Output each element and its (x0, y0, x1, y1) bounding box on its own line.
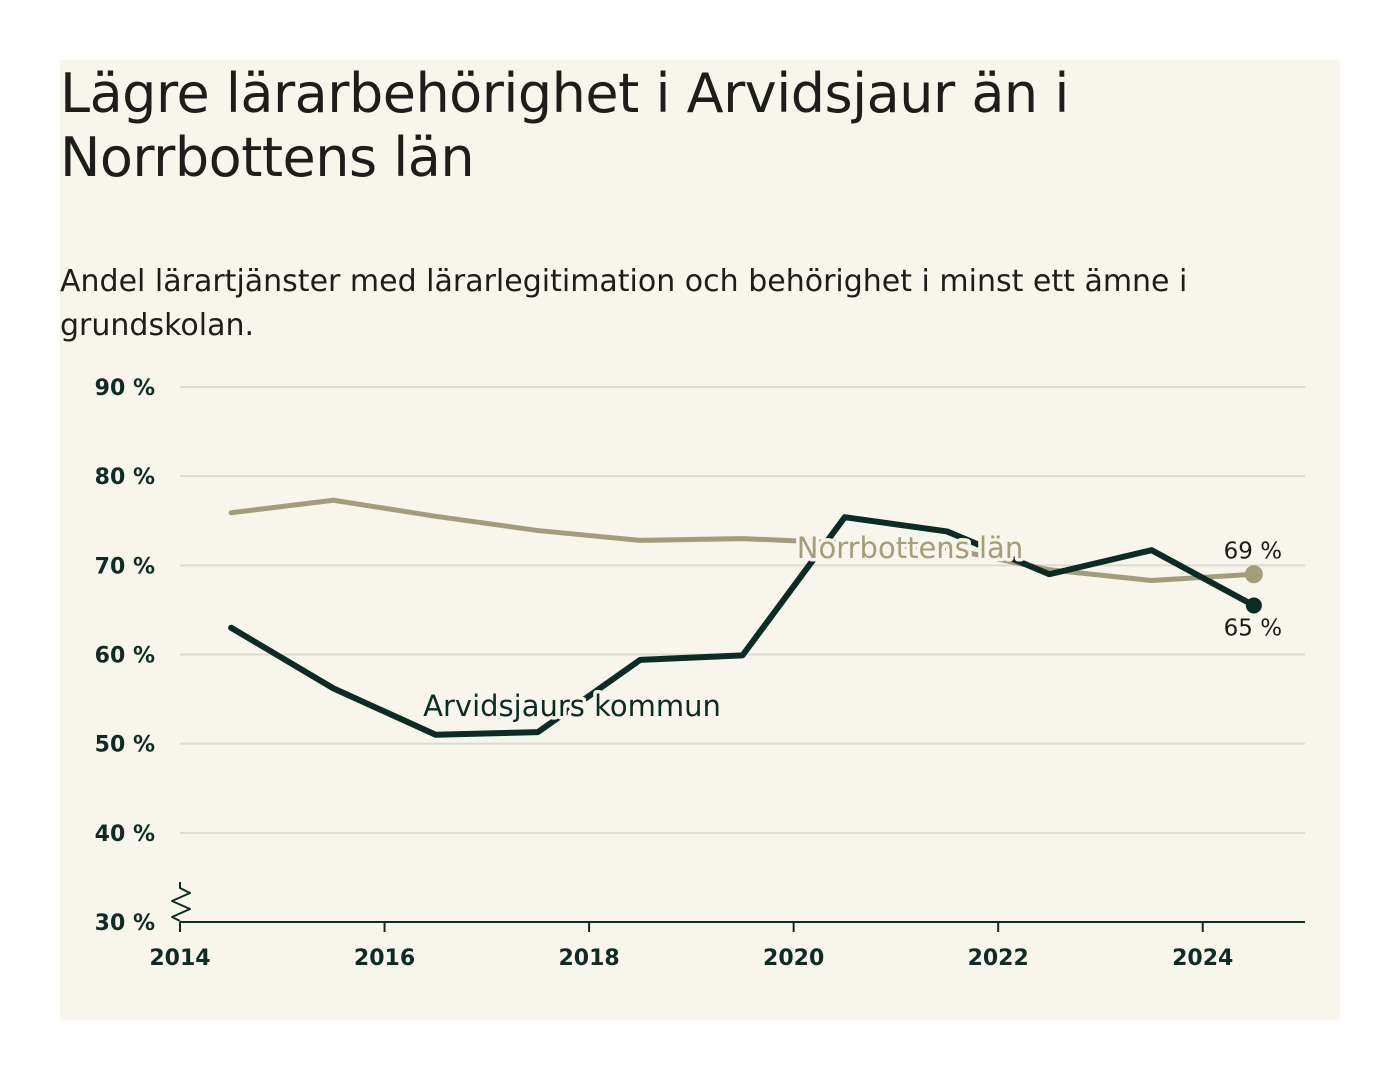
series-label: Norrbottens län (797, 531, 1023, 565)
axis-break-icon (171, 882, 191, 922)
y-tick-label: 30 % (95, 911, 155, 936)
y-tick-label: 50 % (95, 733, 155, 758)
y-tick-label: 70 % (95, 554, 155, 579)
x-tick-label: 2024 (1172, 946, 1233, 971)
chart-subtitle: Andel lärartjänster med lärarlegitimatio… (60, 264, 1188, 343)
x-tick-label: 2022 (968, 946, 1029, 971)
end-value-label: 65 % (1224, 615, 1282, 641)
x-tick-label: 2016 (354, 946, 415, 971)
y-tick-label: 60 % (95, 644, 155, 669)
series-end-point (1245, 597, 1262, 614)
y-tick-label: 80 % (95, 465, 155, 490)
series-line-arvidsjaurs-kommun (228, 514, 1257, 738)
end-value-label: 69 % (1224, 538, 1282, 564)
x-tick-label: 2018 (558, 946, 619, 971)
chart-title: Lägre lärarbehörighet i Arvidsjaur än i … (60, 62, 1069, 189)
series-end-point (1244, 565, 1263, 584)
y-tick-label: 90 % (95, 376, 155, 401)
series-line-norrbottens-lan (228, 497, 1257, 583)
x-tick-label: 2014 (149, 946, 210, 971)
y-tick-label: 40 % (95, 822, 155, 847)
series-label: Arvidsjaurs kommun (423, 689, 721, 723)
x-tick-label: 2020 (763, 946, 824, 971)
